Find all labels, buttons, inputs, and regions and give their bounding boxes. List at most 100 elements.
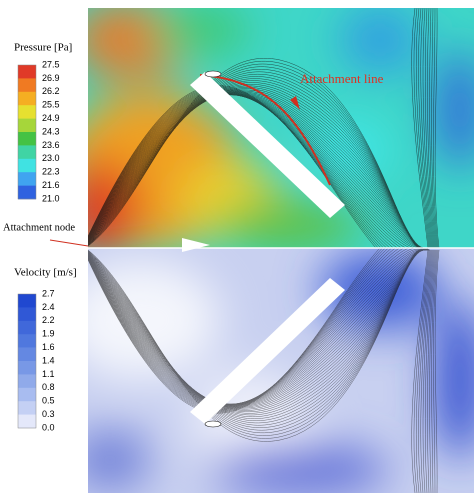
flow-arrow	[182, 238, 210, 252]
streamline	[88, 249, 428, 406]
color-swatch	[18, 374, 36, 389]
streamline	[418, 8, 432, 248]
tick-label: 26.9	[42, 73, 60, 83]
streamline	[88, 93, 426, 248]
streamline	[88, 94, 427, 248]
legend-title: Pressure [Pa]	[14, 42, 72, 54]
streamline	[88, 248, 429, 408]
annotation: Attachment line	[300, 71, 384, 86]
color-swatch	[18, 145, 36, 160]
tick-label: 0.0	[42, 422, 55, 432]
tick-label: 24.9	[42, 113, 60, 123]
streamline	[88, 93, 427, 248]
color-swatch	[18, 294, 36, 308]
streamline	[433, 8, 439, 248]
streamline	[88, 92, 428, 248]
node-pointer	[49, 239, 89, 247]
tick-label: 27.5	[42, 59, 60, 69]
color-swatch	[18, 347, 36, 362]
streamline	[424, 8, 435, 248]
attachment-curve	[199, 74, 331, 186]
streamline	[422, 249, 434, 493]
tick-label: 23.6	[42, 140, 60, 150]
streamline	[420, 249, 433, 493]
tick-label: 21.6	[42, 180, 60, 190]
color-swatch	[18, 334, 36, 348]
tick-label: 2.7	[42, 288, 55, 298]
streamline	[88, 89, 429, 248]
streamline	[88, 248, 428, 407]
color-swatch	[18, 132, 36, 146]
colorbar-frame	[17, 64, 37, 200]
streamline	[420, 8, 433, 248]
streamline	[411, 8, 429, 248]
velocity-field	[88, 248, 474, 493]
streamline	[88, 249, 426, 405]
streamline	[427, 8, 436, 248]
color-swatch	[18, 307, 36, 322]
color-swatch	[18, 78, 36, 93]
streamline	[88, 90, 429, 248]
streamline	[88, 88, 424, 248]
color-swatch	[18, 105, 36, 119]
streamline	[88, 91, 429, 248]
colorbar-frame	[17, 293, 37, 429]
streamline	[88, 249, 426, 405]
streamline	[434, 249, 440, 493]
streamline	[434, 8, 440, 248]
streamline	[88, 87, 430, 248]
streamline	[88, 248, 430, 412]
color-swatch	[18, 320, 36, 335]
streamline	[88, 89, 424, 248]
streamline	[88, 249, 426, 406]
streamline	[88, 91, 428, 248]
streamline	[88, 93, 428, 248]
streamline	[427, 249, 436, 493]
streamline	[88, 248, 430, 411]
color-swatch	[18, 414, 36, 429]
tick-label: 23.0	[42, 153, 60, 163]
streamline	[415, 8, 431, 248]
tick-label: 1.6	[42, 342, 55, 352]
streamline	[88, 94, 426, 248]
streamline	[88, 249, 424, 411]
tick-label: 0.8	[42, 382, 55, 392]
tick-label: 0.3	[42, 409, 55, 419]
streamline	[415, 249, 431, 493]
streamline	[88, 248, 429, 409]
streamline	[88, 90, 425, 248]
color-swatch	[18, 158, 36, 173]
streamline	[88, 94, 427, 248]
streamline	[429, 8, 437, 248]
streamline	[88, 249, 427, 405]
color-swatch	[18, 118, 36, 133]
tick-label: 24.3	[42, 126, 60, 136]
streamline	[88, 92, 425, 248]
streamline	[88, 87, 424, 248]
plate	[190, 72, 345, 218]
legend-title: Velocity [m/s]	[14, 267, 77, 279]
streamline	[88, 249, 427, 405]
color-swatch	[18, 172, 36, 186]
tick-label: 2.4	[42, 302, 55, 312]
color-swatch	[18, 401, 36, 415]
streamline	[88, 249, 425, 409]
tick-label: 22.3	[42, 167, 60, 177]
streamline	[88, 93, 428, 248]
streamline	[88, 248, 430, 414]
color-swatch	[18, 185, 36, 200]
streamline	[431, 249, 438, 493]
streamline	[88, 85, 430, 248]
tick-label: 26.2	[42, 86, 60, 96]
annotation: Attachment node	[3, 222, 75, 233]
streamline	[422, 8, 434, 248]
streamline	[88, 94, 427, 248]
streamline	[88, 249, 427, 405]
pressure-colorbar: 27.5 26.9 26.2 25.5 24.9 24.3 23.6 23.0 22.3 21.6…	[17, 59, 60, 203]
streamline	[88, 249, 424, 410]
streamline	[431, 8, 438, 248]
streamline	[413, 249, 430, 493]
streamline	[88, 249, 426, 405]
vortex	[204, 420, 222, 428]
